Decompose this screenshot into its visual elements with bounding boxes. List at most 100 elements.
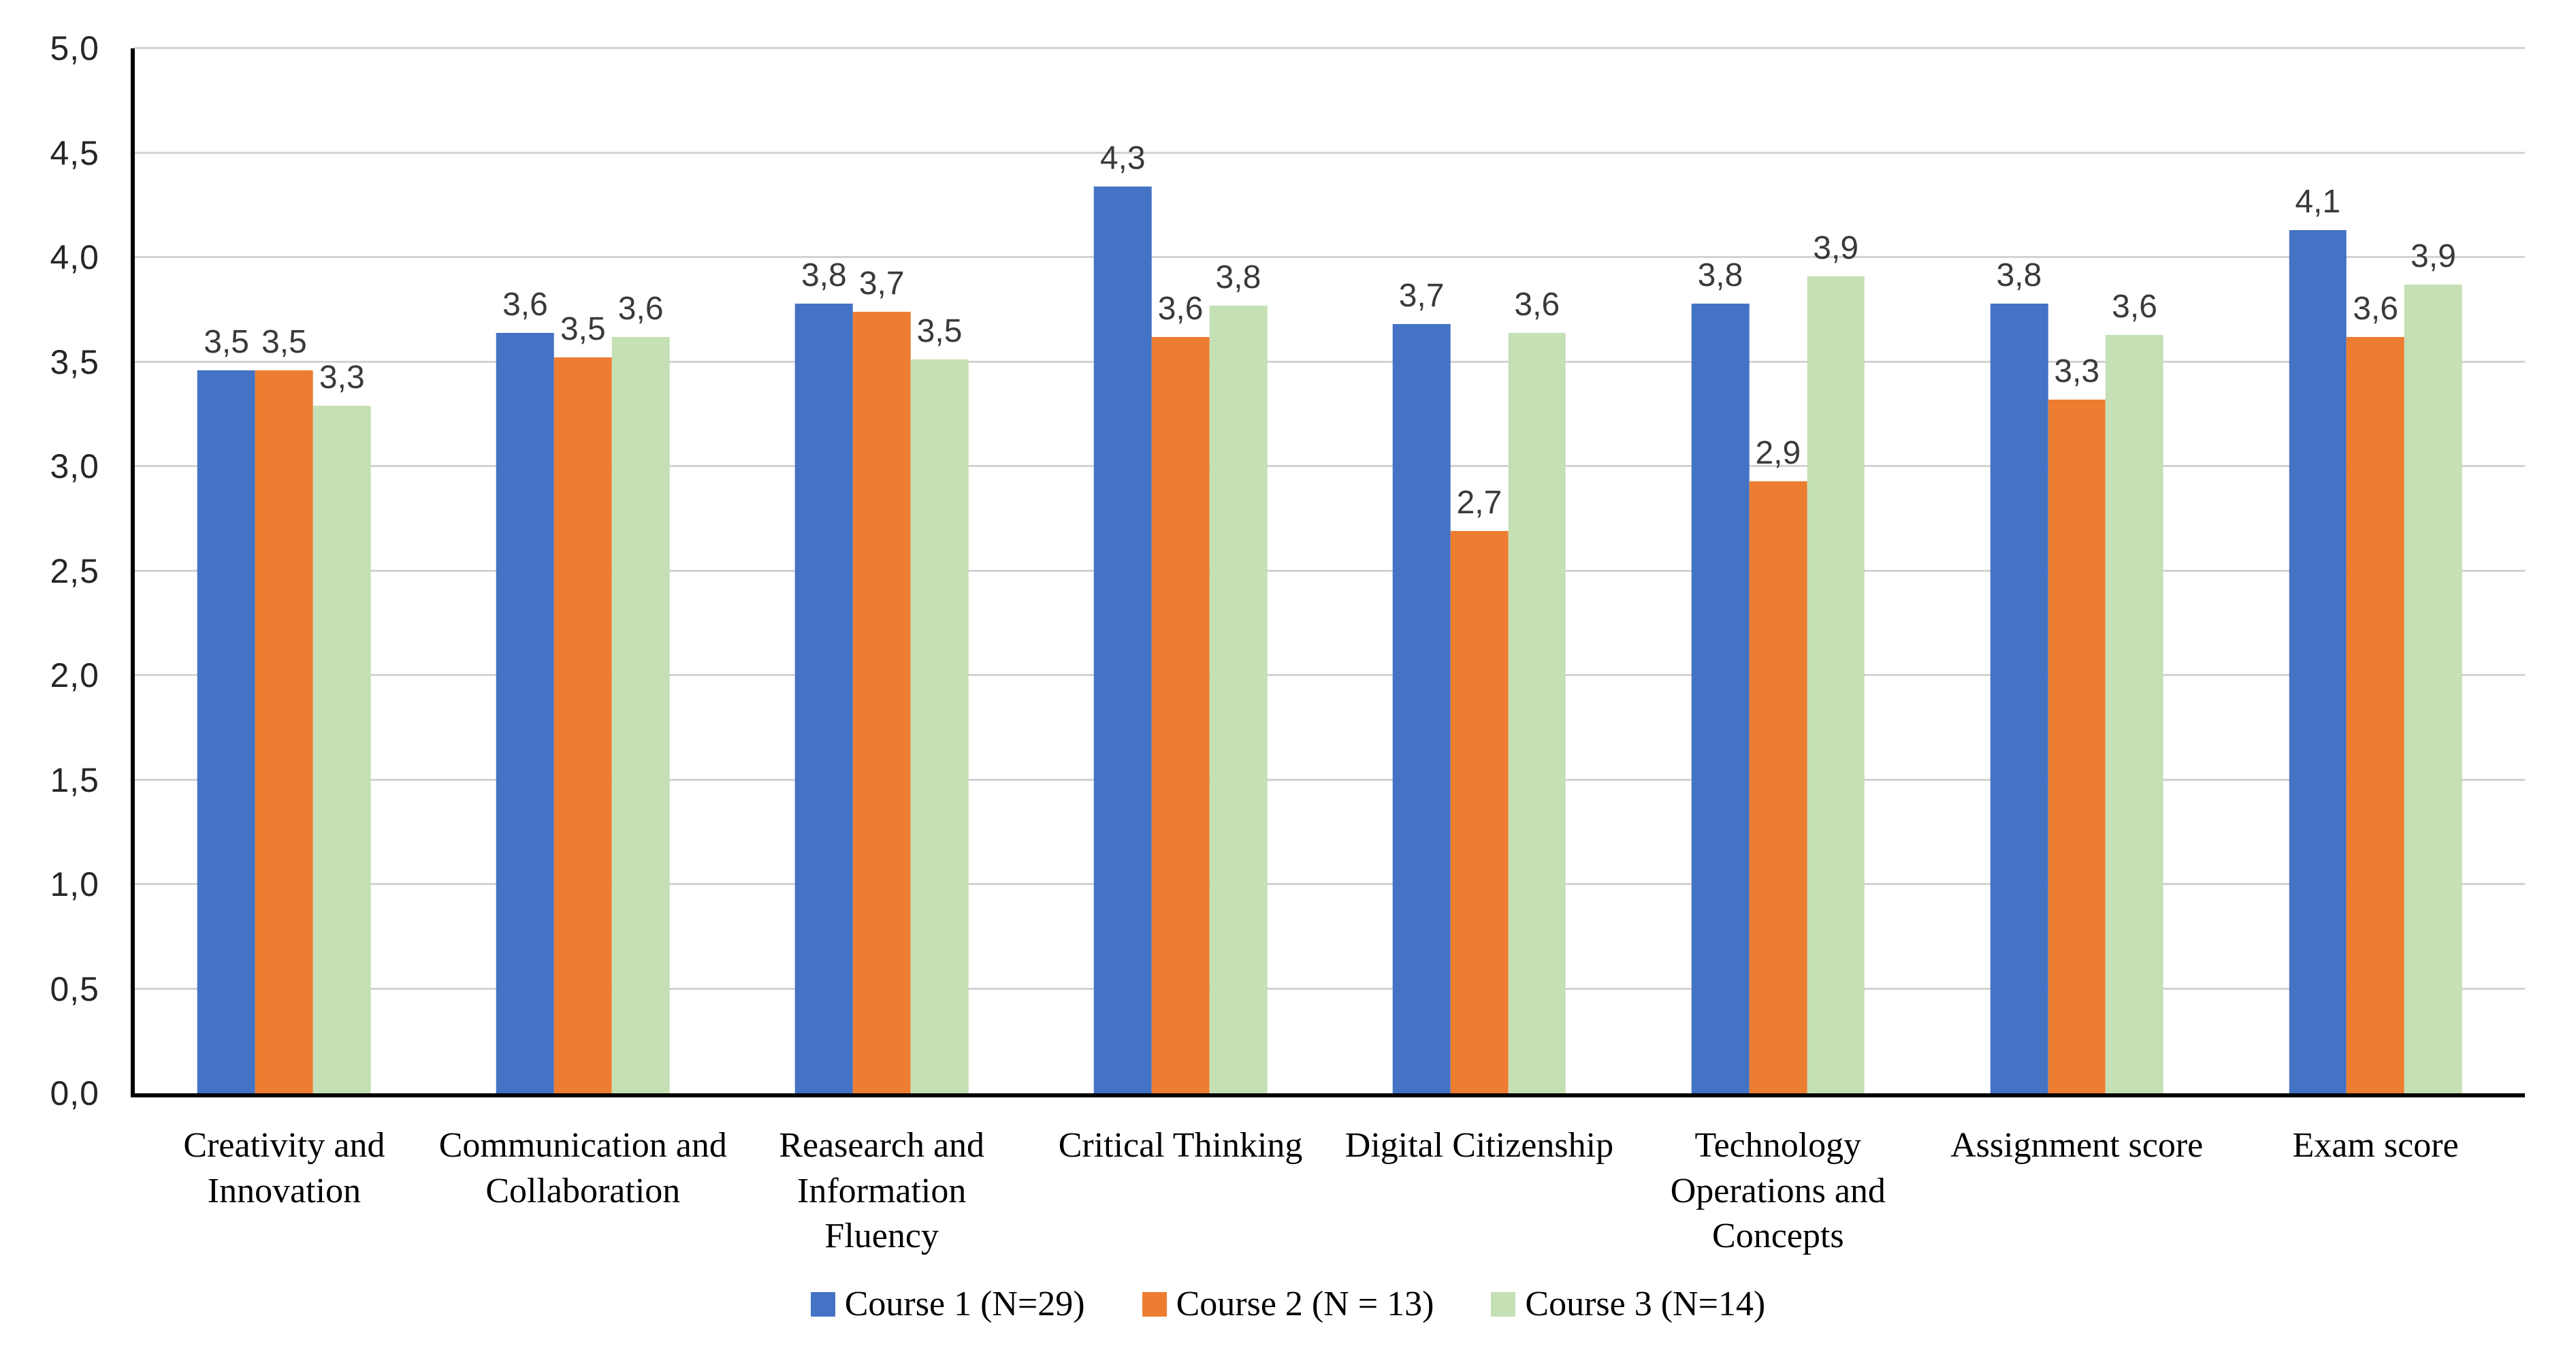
category-group: 3,7 2,7 3,6 Digital Citizenship	[1330, 48, 1629, 1165]
bar-cluster: 3,5 3,5 3,3	[197, 48, 371, 1093]
data-label: 3,6	[502, 286, 548, 323]
data-label: 3,5	[560, 311, 606, 348]
data-label: 3,5	[204, 323, 249, 360]
y-axis-tick-label: 5,0	[50, 29, 99, 67]
legend-swatch-icon	[810, 1291, 835, 1317]
data-label: 4,1	[2295, 184, 2341, 221]
y-axis-tick-label: 0,0	[50, 1074, 99, 1112]
data-label: 3,8	[1996, 257, 2042, 293]
gridline	[135, 47, 2525, 49]
data-label: 2,9	[1755, 434, 1801, 471]
bar-cluster: 3,8 2,9 3,9	[1691, 48, 1865, 1093]
bar-cluster: 3,6 3,5 3,6	[496, 48, 670, 1093]
category-group: 3,8 2,9 3,9 Technology Operations and Conce…	[1628, 48, 1927, 1255]
data-label: 2,7	[1456, 485, 1502, 521]
bar-series-3: 3,6	[2106, 289, 2163, 1093]
bar-cluster: 3,8 3,3 3,6	[1990, 48, 2163, 1093]
data-label: 3,5	[916, 313, 963, 350]
bar-series-2: 3,7	[852, 265, 911, 1093]
legend-item: Course 3 (N=14)	[1491, 1284, 1765, 1324]
bar-series-1: 3,7	[1392, 278, 1451, 1093]
bar-cluster: 3,8 3,7 3,5	[794, 48, 969, 1093]
data-label: 3,8	[1697, 257, 1743, 293]
legend-label: Course 1 (N=29)	[844, 1285, 1085, 1323]
bar-series-2: 3,6	[1151, 291, 1210, 1093]
bar-series-1: 4,1	[2289, 184, 2347, 1093]
data-label: 3,9	[2411, 238, 2456, 274]
gridline	[135, 674, 2525, 676]
data-label: 3,8	[801, 257, 847, 293]
bar-series-3: 3,6	[611, 291, 670, 1093]
x-axis-category-label: Exam score	[2292, 1126, 2459, 1165]
bar-series-3: 3,9	[2404, 238, 2462, 1093]
y-axis-tick-label: 0,5	[50, 969, 99, 1008]
legend-item: Course 1 (N=29)	[810, 1284, 1085, 1324]
y-axis-tick-label: 2,0	[50, 656, 99, 694]
bar-series-1: 4,3	[1093, 140, 1152, 1093]
data-label: 3,6	[2112, 288, 2157, 325]
bar-series-3: 3,3	[312, 359, 371, 1093]
legend-swatch-icon	[1142, 1291, 1167, 1317]
bar-series-2: 3,5	[255, 324, 313, 1093]
data-label: 3,5	[261, 323, 307, 360]
gridline	[135, 778, 2525, 781]
bar-series-3: 3,5	[910, 313, 969, 1093]
data-label: 3,3	[319, 359, 365, 396]
data-label: 3,7	[1398, 278, 1445, 315]
x-axis-category-label: Assignment score	[1950, 1126, 2204, 1165]
data-label: 3,7	[858, 265, 905, 302]
x-axis-category-label: Reasearch and Information Fluency	[779, 1126, 985, 1256]
x-axis-category-label: Creativity and Innovation	[183, 1126, 385, 1210]
y-axis-tick-label: 1,0	[50, 865, 99, 903]
data-label: 4,3	[1099, 140, 1146, 176]
legend-label: Course 3 (N=14)	[1525, 1285, 1766, 1323]
y-axis-tick-label: 3,0	[50, 447, 99, 485]
legend-item: Course 2 (N = 13)	[1142, 1284, 1434, 1324]
category-group: 4,1 3,6 3,9 Exam score	[2226, 48, 2525, 1165]
gridline	[135, 569, 2525, 572]
bar-series-1: 3,5	[197, 324, 256, 1093]
bar-cluster: 3,7 2,7 3,6	[1392, 48, 1566, 1093]
x-axis-category-label: Technology Operations and Concepts	[1670, 1126, 1886, 1256]
category-group: 3,8 3,3 3,6 Assignment score	[1927, 48, 2226, 1165]
legend-label: Course 2 (N = 13)	[1176, 1285, 1434, 1323]
bar-series-2: 2,9	[1749, 435, 1807, 1093]
data-label: 3,6	[1514, 286, 1560, 323]
x-axis-category-label: Communication and Collaboration	[438, 1126, 727, 1210]
y-axis-tick-label: 2,5	[50, 551, 99, 590]
data-label: 3,6	[1157, 290, 1204, 327]
bar-series-3: 3,8	[1209, 259, 1268, 1093]
data-label: 3,8	[1215, 259, 1261, 295]
bar-series-1: 3,8	[1990, 257, 2048, 1093]
data-label: 3,9	[1813, 229, 1859, 266]
data-label: 3,6	[617, 290, 664, 327]
y-axis-tick-label: 3,5	[50, 342, 99, 381]
bar-series-2: 2,7	[1450, 485, 1509, 1093]
y-axis-tick-label: 1,5	[50, 760, 99, 799]
gridline	[135, 360, 2525, 363]
bar-series-3: 3,6	[1508, 287, 1566, 1093]
bar-series-1: 3,8	[794, 257, 853, 1093]
legend: Course 1 (N=29) Course 2 (N = 13) Course 3…	[0, 1284, 2576, 1324]
data-label: 3,3	[2054, 353, 2100, 389]
plot-area: 0,0 0,5 1,0 1,5 2,0 2,5 3,0 3,5 4,0 4,5 5,0 3,5 3,5 3…	[50, 29, 2525, 1256]
gridline	[135, 987, 2525, 990]
bar-series-2: 3,6	[2347, 291, 2404, 1093]
bar-series-1: 3,8	[1691, 257, 1750, 1093]
bar-cluster: 4,3 3,6 3,8	[1093, 48, 1268, 1093]
gridline	[135, 256, 2525, 258]
y-axis-tick-label: 4,0	[50, 238, 99, 276]
gridline	[135, 465, 2525, 467]
bar-series-2: 3,5	[553, 311, 612, 1093]
x-axis-category-label: Critical Thinking	[1058, 1126, 1303, 1165]
data-label: 3,6	[2353, 290, 2398, 327]
category-group: 4,3 3,6 3,8 Critical Thinking	[1031, 48, 1330, 1165]
bar-cluster: 4,1 3,6 3,9	[2289, 48, 2462, 1093]
bar-series-1: 3,6	[496, 287, 554, 1093]
category-group: 3,8 3,7 3,5 Reasearch and Information Fluen…	[732, 48, 1031, 1256]
x-axis-category-label: Digital Citizenship	[1345, 1126, 1614, 1165]
bar-series-2: 3,3	[2048, 353, 2106, 1093]
category-group: 3,6 3,5 3,6 Communication and Collaboration	[434, 48, 732, 1210]
gridline	[135, 151, 2525, 154]
